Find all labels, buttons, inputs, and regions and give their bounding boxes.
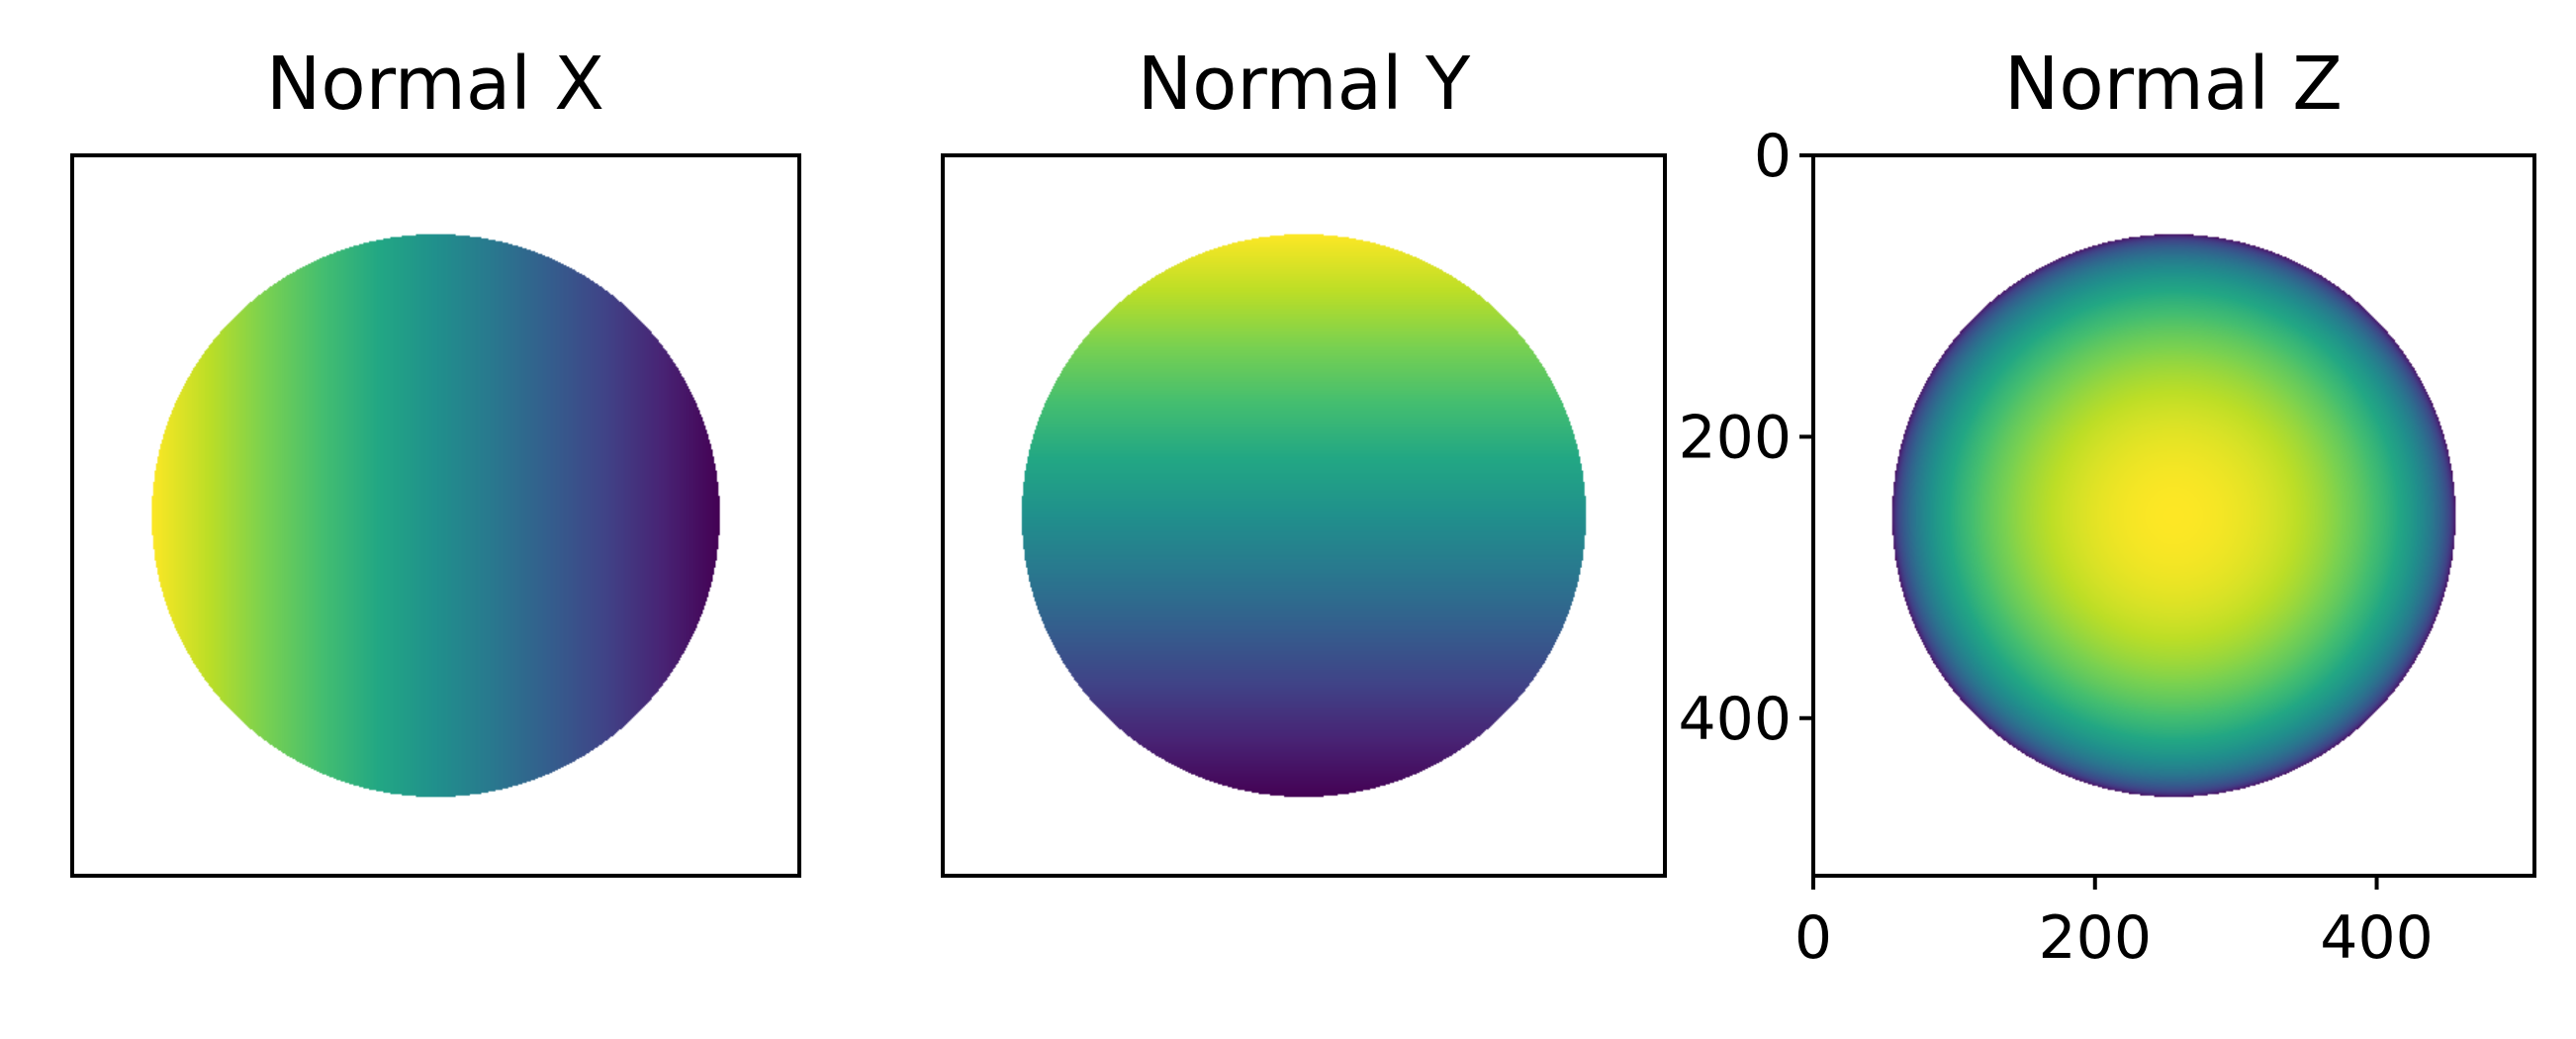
x-tick-label: 400 — [2320, 903, 2434, 973]
panel-normal-y: Normal Y — [941, 42, 1667, 878]
axes-frame — [70, 153, 801, 878]
axes-frame — [941, 153, 1667, 878]
y-axis: 0 200 400 — [1678, 122, 1813, 754]
heatmap-image — [1813, 155, 2534, 876]
panel-title: Normal X — [266, 42, 604, 127]
heatmap-image — [943, 155, 1665, 876]
panel-normal-x: Normal X — [70, 42, 801, 878]
y-tick-label: 200 — [1678, 403, 1792, 472]
x-tick-label: 0 — [1794, 903, 1832, 973]
x-tick-label: 200 — [2039, 903, 2153, 973]
panel-title: Normal Y — [1138, 42, 1471, 127]
axes-frame — [1811, 153, 2536, 878]
x-axis: 0 200 400 — [1794, 876, 2434, 973]
y-tick-label: 400 — [1678, 685, 1792, 754]
y-tick-label: 0 — [1754, 122, 1792, 191]
panel-title: Normal Z — [2004, 42, 2343, 127]
panel-normal-z: Normal Z 0 200 400 0 200 400 — [1678, 42, 2536, 973]
heatmap-image — [72, 155, 799, 876]
